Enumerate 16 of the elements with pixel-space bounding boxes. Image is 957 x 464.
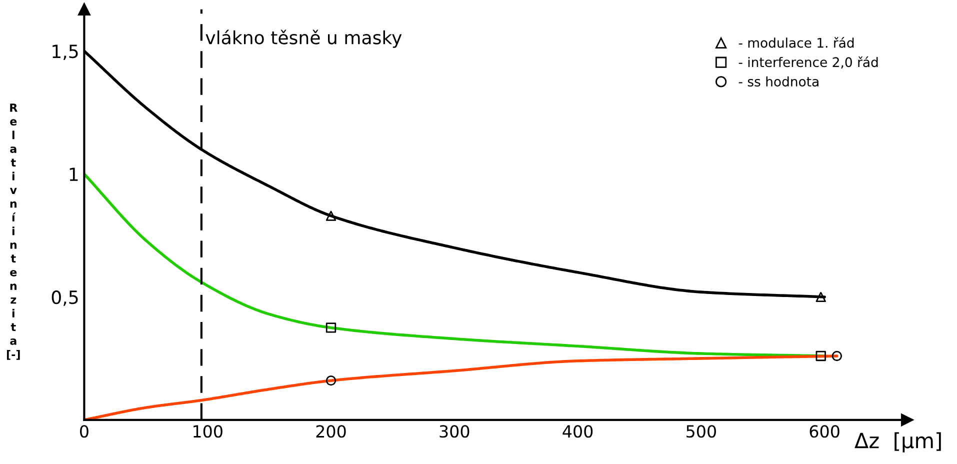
text: Relativní intenzita [-] xyxy=(6,104,20,360)
x-tick-label: 0 xyxy=(80,425,88,438)
x-tick-label: 300 xyxy=(440,425,470,438)
x-tick-label: 400 xyxy=(562,425,593,438)
y-tick-label: 0,5 xyxy=(52,290,78,306)
x-tick-label: 200 xyxy=(316,425,346,438)
x-tick-label: 600 xyxy=(810,425,840,438)
legend-label: - ss hodnota xyxy=(738,76,818,87)
x-tick-label: 500 xyxy=(686,425,716,438)
x-axis-title: Δz [µm] xyxy=(854,432,941,452)
ref-line-label: vlákno těsně u masky xyxy=(206,30,402,48)
legend-label: - interference 2,0 řád xyxy=(738,56,878,69)
x-tick-label: 100 xyxy=(194,425,222,438)
y-tick-label: 1,5 xyxy=(52,44,78,60)
legend-label: - modulace 1. řád xyxy=(738,37,854,48)
y-tick-label: 1 xyxy=(70,168,78,181)
